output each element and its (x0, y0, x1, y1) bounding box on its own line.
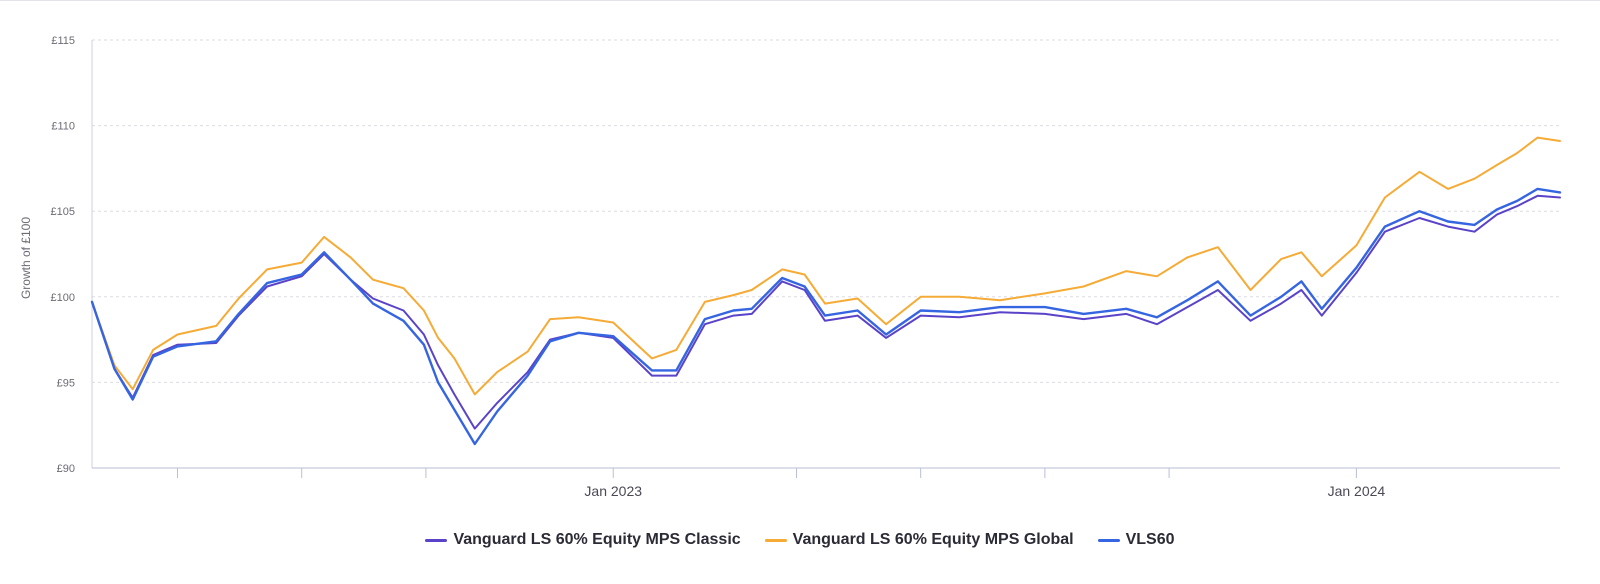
top-divider (0, 0, 1600, 1)
y-tick-label: £105 (51, 206, 75, 218)
series-line-vls60 (90, 187, 1562, 446)
legend-swatch (1097, 538, 1120, 542)
legend-label: Vanguard LS 60% Equity MPS Classic (453, 531, 741, 548)
legend-swatch (425, 538, 448, 542)
y-tick-label: £100 (51, 292, 75, 304)
legend-label: VLS60 (1125, 531, 1175, 548)
legend-label: Vanguard LS 60% Equity MPS Global (792, 531, 1074, 548)
y-tick-label: £110 (51, 121, 75, 133)
x-tick-label: Jan 2024 (1328, 483, 1386, 499)
legend: Vanguard LS 60% Equity MPS Classic Vangua… (0, 531, 1600, 549)
x-axis: Jan 2023 Jan 2024 (92, 467, 1560, 499)
legend-item[interactable]: Vanguard LS 60% Equity MPS Global (764, 531, 1074, 549)
series-line-global (91, 136, 1561, 396)
y-tick-label: £115 (51, 35, 75, 47)
series-lines (90, 136, 1562, 446)
y-axis: £90 £95 £100 £105 £110 £115 (51, 35, 93, 475)
y-tick-label: £95 (57, 377, 75, 389)
legend-item[interactable]: Vanguard LS 60% Equity MPS Classic (425, 531, 741, 549)
legend-swatch (764, 538, 787, 542)
y-tick-label: £90 (57, 463, 75, 475)
legend-item[interactable]: VLS60 (1097, 531, 1175, 549)
gridlines (92, 39, 1560, 383)
series-line-classic (91, 194, 1561, 430)
growth-line-chart: £90£95£100£105£110£115 Jan 2023 Jan 2024 … (19, 35, 1562, 499)
x-tick-label: Jan 2023 (584, 483, 642, 499)
y-axis-label: Growth of £100 (19, 217, 33, 299)
